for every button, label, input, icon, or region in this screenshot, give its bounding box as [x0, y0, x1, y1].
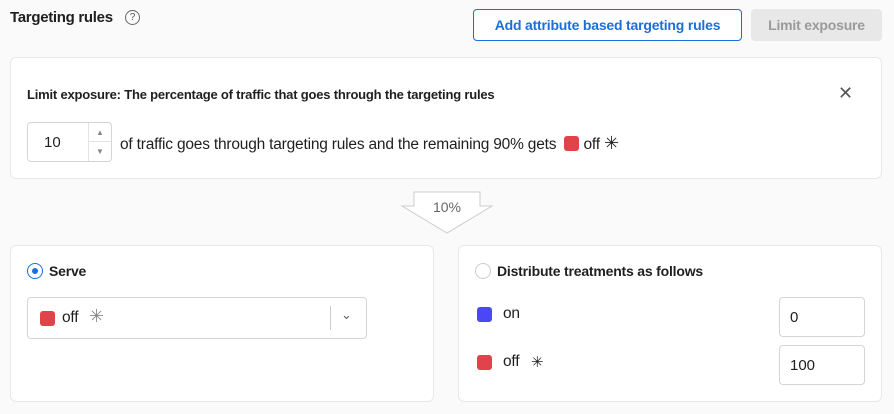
limit-exposure-heading: Limit exposure: The percentage of traffi…: [27, 87, 495, 102]
exposure-description: of traffic goes through targeting rules …: [120, 136, 557, 153]
treatment-color-swatch: [477, 355, 492, 370]
help-icon[interactable]: ?: [125, 10, 140, 25]
treatment-color-swatch: [564, 136, 580, 151]
decrement-icon[interactable]: ▼: [96, 147, 104, 156]
serve-radio[interactable]: [27, 263, 43, 279]
exposure-value: 10: [44, 134, 61, 151]
default-treatment-icon: ✳: [603, 133, 619, 153]
traffic-arrow: [400, 191, 494, 234]
limit-exposure-button: Limit exposure: [751, 9, 882, 41]
distribute-label: Distribute treatments as follows: [497, 263, 703, 279]
selected-treatment: off: [62, 309, 79, 326]
increment-icon[interactable]: ▲: [89, 123, 111, 142]
exposure-percent-input[interactable]: 10 ▲ ▼: [27, 122, 112, 162]
chevron-down-icon[interactable]: ⌄: [341, 307, 352, 322]
on-percent-input[interactable]: 0: [779, 297, 865, 337]
treatment-name: off: [503, 353, 520, 370]
add-attribute-rules-button[interactable]: Add attribute based targeting rules: [473, 9, 742, 41]
page-title: Targeting rules: [10, 9, 113, 26]
off-percent-input[interactable]: 100: [779, 345, 865, 385]
treatment-color-swatch: [40, 311, 55, 326]
arrow-percent-label: 10%: [432, 199, 462, 215]
serve-treatment-select[interactable]: off ✳ ⌄: [27, 297, 367, 339]
close-icon[interactable]: ✕: [838, 83, 854, 103]
distribute-radio[interactable]: [475, 263, 491, 279]
treatment-name: on: [503, 305, 520, 322]
default-treatment-icon: ✳: [531, 354, 544, 371]
default-treatment-icon: ✳: [89, 306, 105, 326]
serve-label: Serve: [49, 263, 87, 279]
treatment-color-swatch: [477, 307, 492, 322]
limit-exposure-card: [10, 57, 882, 179]
treatment-name: off: [583, 136, 601, 153]
